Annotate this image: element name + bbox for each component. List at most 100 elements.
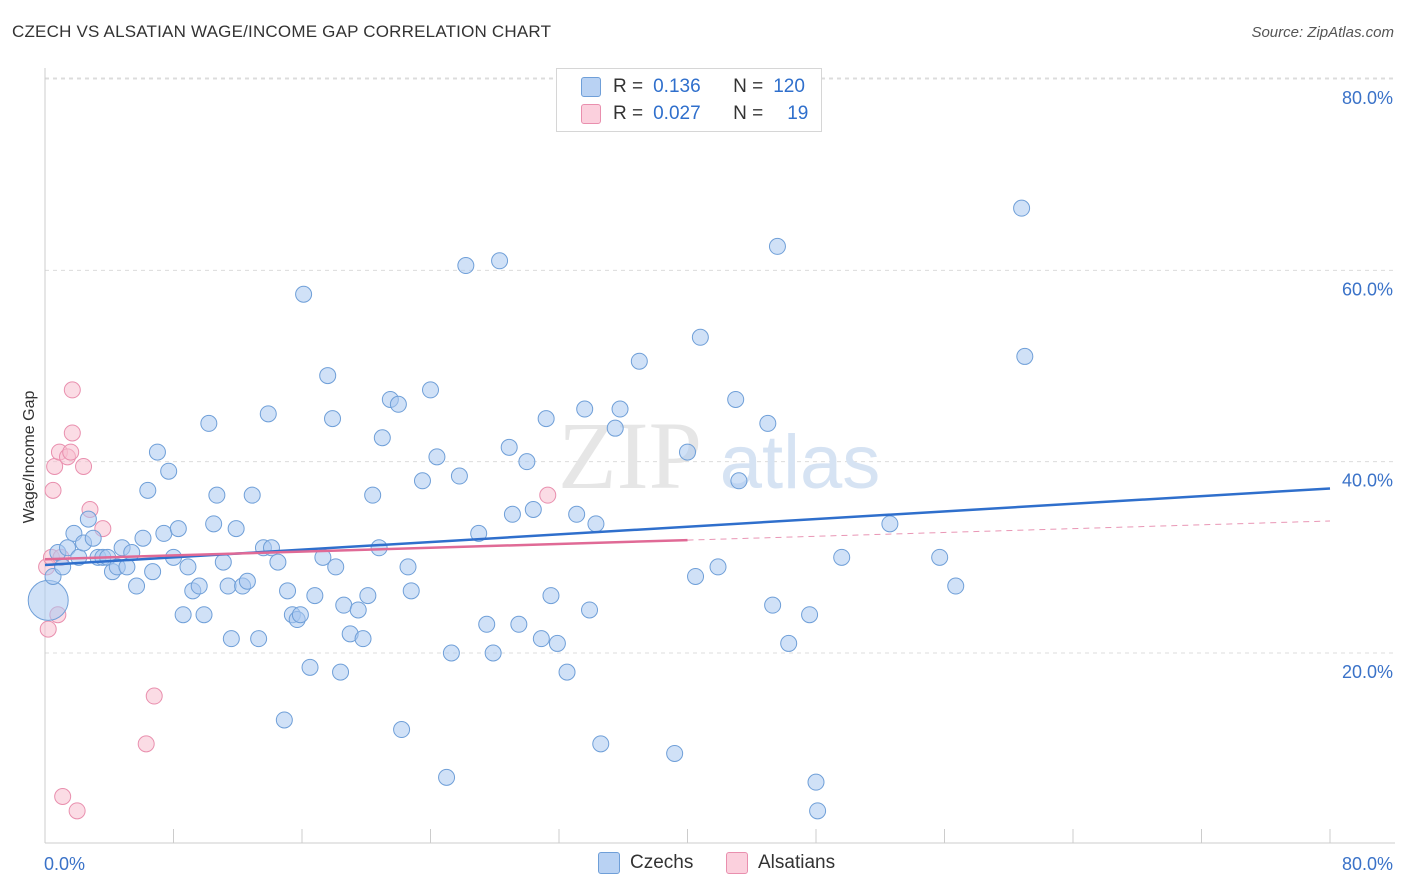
czechs-point <box>190 577 208 595</box>
czechs-point <box>478 615 496 633</box>
czechs-point <box>174 606 192 624</box>
czechs-point <box>518 453 536 471</box>
czechs-point <box>881 515 899 533</box>
czechs-swatch <box>581 77 601 97</box>
alsatians-trend-line <box>44 538 688 561</box>
axis-layer <box>44 68 1395 844</box>
czechs-point <box>139 481 157 499</box>
czechs-point <box>809 802 827 820</box>
czechs-point <box>306 587 324 605</box>
czechs-point <box>500 438 518 456</box>
watermark: ZIP atlas <box>558 402 880 509</box>
czechs-point <box>402 582 420 600</box>
czechs-point <box>457 257 475 275</box>
czechs-point <box>134 529 152 547</box>
alsatians-point <box>54 788 72 805</box>
czechs-point <box>148 443 166 461</box>
czechs-point <box>947 577 965 595</box>
czechs-point <box>687 567 705 585</box>
czechs-point <box>155 524 173 542</box>
alsatians-legend-swatch <box>726 852 748 874</box>
czechs-point <box>279 582 297 600</box>
czechs-point <box>54 558 72 576</box>
y-tick-label: 60.0% <box>1342 279 1393 299</box>
n-value: 19 <box>787 103 809 124</box>
legend-item-alsatians[interactable]: Alsatians <box>726 852 835 874</box>
chart-title: CZECH VS ALSATIAN WAGE/INCOME GAP CORREL… <box>12 22 552 41</box>
czechs-point <box>399 558 417 576</box>
czechs-point <box>581 601 599 619</box>
czechs-point <box>510 615 528 633</box>
alsatians-point <box>44 481 62 499</box>
czechs-point <box>428 448 446 466</box>
y-axis-label: Wage/Income Gap <box>21 391 38 524</box>
watermark-zip: ZIP <box>558 402 702 509</box>
r-value: 0.136 <box>653 76 701 97</box>
alsatians-point <box>145 687 163 705</box>
czechs-point <box>364 486 382 504</box>
correlation-legend: R = 0.136 N = 120 R = 0.027 N = 19 <box>556 68 822 132</box>
czechs-point <box>780 634 798 652</box>
czechs-point <box>630 352 648 370</box>
n-label: N = <box>733 76 764 97</box>
czechs-point <box>393 721 411 739</box>
czechs-point <box>470 524 488 542</box>
czechs-point <box>335 596 353 614</box>
czechs-point <box>324 410 342 428</box>
czechs-point <box>200 414 218 432</box>
legend-item-czechs[interactable]: Czechs <box>598 852 693 874</box>
czechs-point <box>491 252 509 270</box>
czechs-point <box>373 429 391 447</box>
legend-row-czechs: R = 0.136 N = 120 <box>581 75 805 99</box>
czechs-point <box>537 410 555 428</box>
czechs-point <box>291 606 309 624</box>
czechs-point <box>389 395 407 413</box>
alsatians-point <box>39 620 57 638</box>
czechs-points <box>27 199 1034 820</box>
alsatians-point <box>63 424 81 442</box>
czechs-point <box>730 472 748 490</box>
czechs-point <box>295 285 313 303</box>
legend-label-alsatians: Alsatians <box>758 852 836 873</box>
czechs-point <box>1016 347 1034 365</box>
n-label: N = <box>733 103 764 124</box>
czechs-point <box>503 505 521 523</box>
watermark-atlas: atlas <box>720 420 881 505</box>
czechs-point <box>568 505 586 523</box>
czechs-point <box>548 634 566 652</box>
alsatians-point <box>68 802 86 820</box>
legend-label-czechs: Czechs <box>630 852 694 873</box>
czechs-point <box>931 548 949 566</box>
czechs-point <box>214 553 232 571</box>
czechs-point <box>807 773 825 791</box>
alsatians-point <box>63 381 81 399</box>
alsatians-trend-extension <box>687 520 1331 541</box>
czechs-point <box>592 735 610 753</box>
czechs-point <box>576 400 594 418</box>
czechs-point <box>27 579 69 621</box>
source-note: Source: ZipAtlas.com <box>1251 24 1394 41</box>
trend-lines <box>44 487 1331 567</box>
czechs-point <box>359 587 377 605</box>
czechs-point <box>1013 199 1031 217</box>
czechs-point <box>227 520 245 538</box>
czechs-point <box>764 596 782 614</box>
czechs-point <box>79 510 97 528</box>
czechs-point <box>413 472 431 490</box>
czechs-point <box>611 400 629 418</box>
czechs-point <box>349 601 367 619</box>
czechs-point <box>205 515 223 533</box>
alsatians-point <box>137 735 155 753</box>
czechs-point <box>332 663 350 681</box>
czechs-point <box>354 630 372 648</box>
czechs-point <box>160 462 178 480</box>
czechs-legend-swatch <box>598 852 620 874</box>
czechs-point <box>327 558 345 576</box>
czechs-point <box>532 630 550 648</box>
x-tick-label: 0.0% <box>44 854 85 874</box>
czechs-point <box>238 572 256 590</box>
r-label: R = <box>613 103 644 124</box>
r-label: R = <box>613 76 644 97</box>
czechs-point <box>727 390 745 408</box>
